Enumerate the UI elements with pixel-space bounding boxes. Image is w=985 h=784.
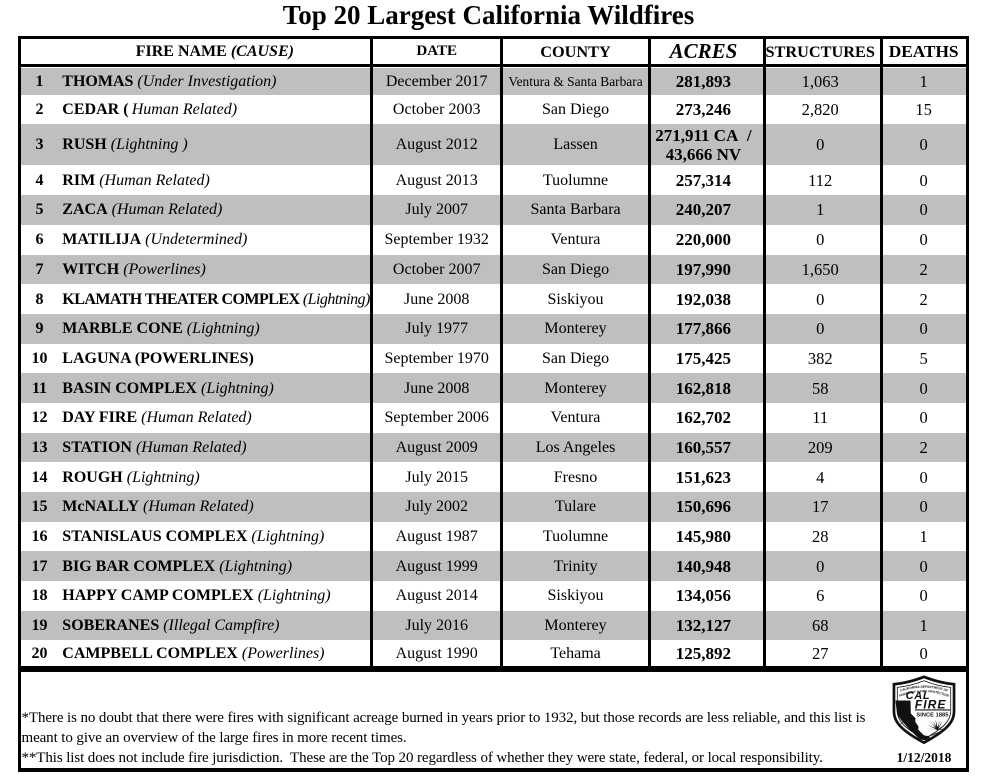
svg-text:CALIFORNIA DEPARTMENT OF: CALIFORNIA DEPARTMENT OF bbox=[900, 684, 949, 692]
svg-text:SINCE 1885: SINCE 1885 bbox=[916, 712, 948, 718]
svg-text:CAL: CAL bbox=[906, 690, 931, 702]
svg-text:FIRE: FIRE bbox=[915, 697, 947, 711]
